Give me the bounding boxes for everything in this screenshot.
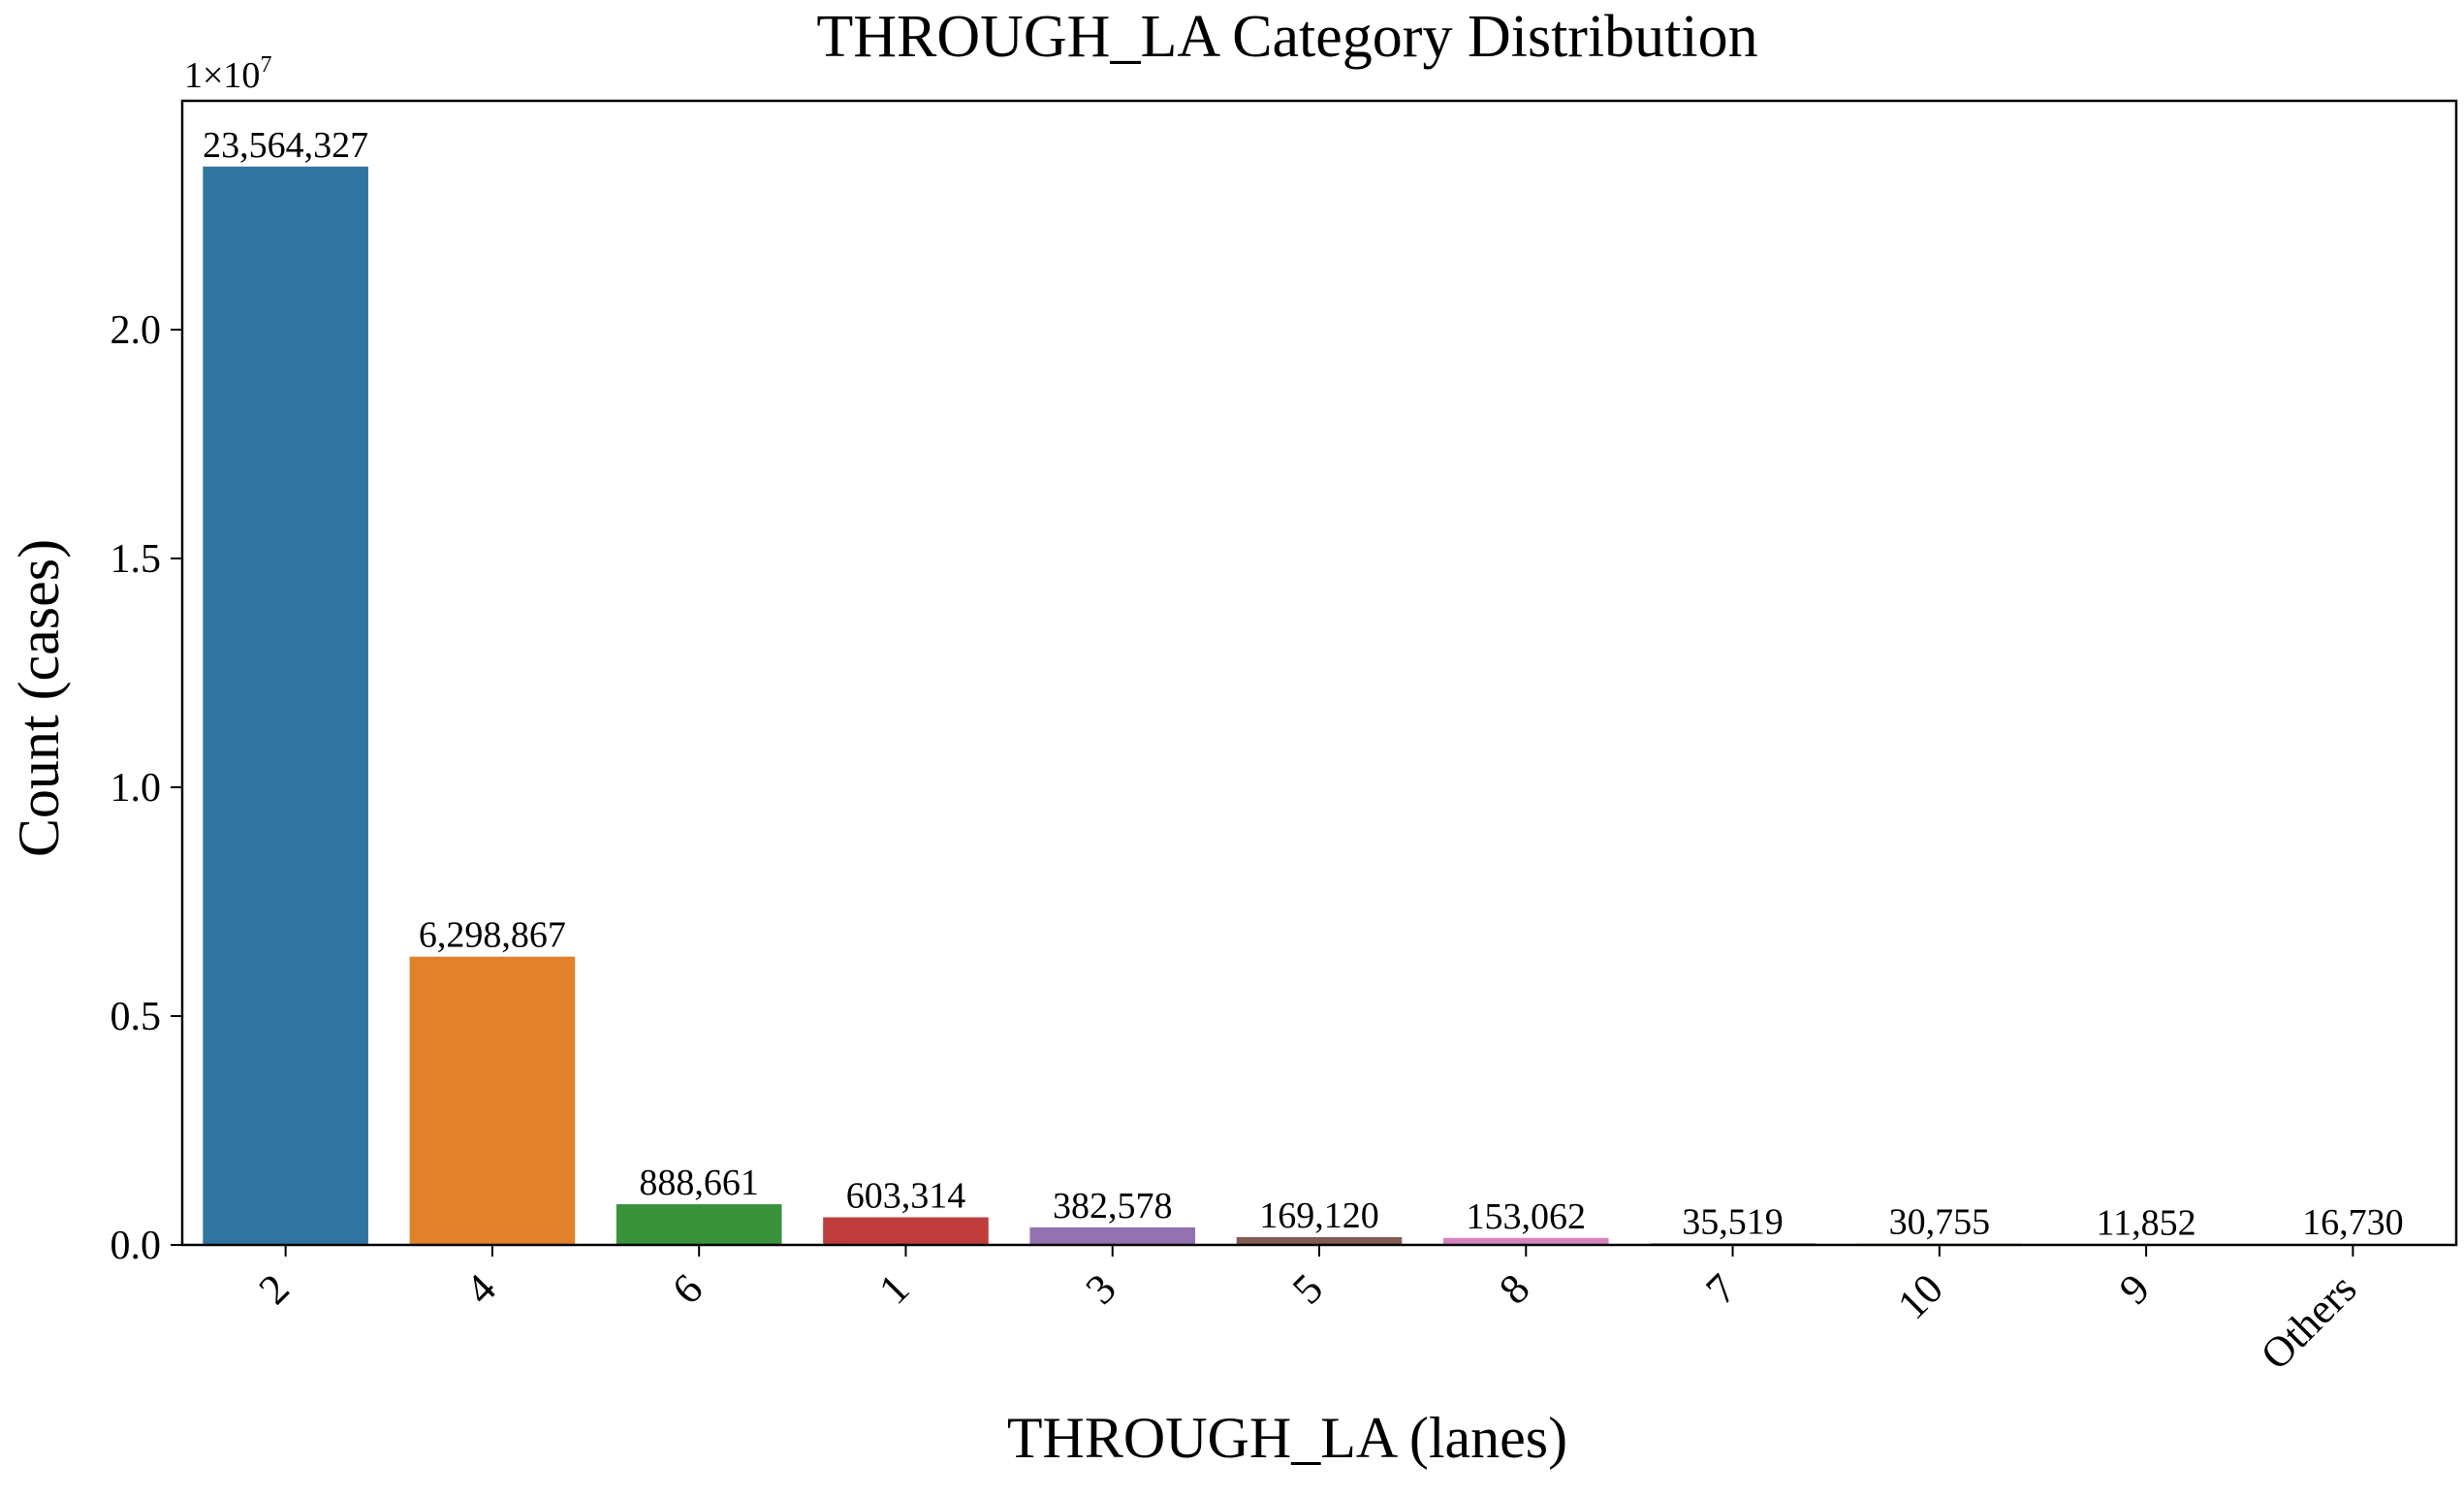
y-axis: 0.0 0.5 1.0 1.5 2.0 bbox=[111, 308, 182, 1268]
x-axis: 2 4 6 1 3 5 8 7 10 9 Others bbox=[250, 1245, 2366, 1379]
plot-frame bbox=[180, 99, 2458, 1247]
offset-base: 1×10 bbox=[184, 55, 260, 96]
value-label-9: 11,852 bbox=[2097, 1202, 2196, 1243]
value-label-4: 6,298,867 bbox=[419, 915, 566, 956]
value-label-3: 382,578 bbox=[1053, 1186, 1173, 1226]
x-tick-label: 6 bbox=[663, 1264, 711, 1313]
bar-2 bbox=[203, 166, 368, 1245]
value-labels-layer: 23,564,327 6,298,867 888,661 603,314 382,578… bbox=[203, 125, 2403, 1244]
x-tick-label: 10 bbox=[1888, 1264, 1952, 1328]
value-label-2: 23,564,327 bbox=[203, 125, 368, 166]
x-tick-label: 7 bbox=[1696, 1264, 1745, 1313]
bar-6 bbox=[616, 1204, 782, 1245]
bar-5 bbox=[1236, 1237, 1403, 1245]
bars-layer bbox=[203, 166, 2436, 1245]
x-tick-label: Others bbox=[2252, 1264, 2366, 1379]
value-label-1: 603,314 bbox=[846, 1176, 966, 1217]
value-label-Others: 16,730 bbox=[2302, 1202, 2404, 1243]
value-label-8: 153,062 bbox=[1467, 1196, 1587, 1237]
y-tick-label: 0.0 bbox=[111, 1224, 162, 1268]
value-label-7: 35,519 bbox=[1682, 1201, 1784, 1242]
value-label-5: 169,120 bbox=[1259, 1195, 1379, 1236]
x-tick-label: 1 bbox=[869, 1264, 918, 1313]
chart-title: THROUGH_LA Category Distribution bbox=[816, 4, 1757, 70]
bar-3 bbox=[1029, 1226, 1196, 1245]
offset-exponent: 7 bbox=[260, 52, 271, 78]
value-label-10: 30,755 bbox=[1889, 1202, 1991, 1243]
bar-8 bbox=[1442, 1237, 1609, 1245]
x-tick-label: 8 bbox=[1490, 1264, 1538, 1313]
x-tick-label: 3 bbox=[1077, 1264, 1125, 1313]
x-tick-label: 5 bbox=[1283, 1264, 1332, 1313]
x-tick-label: 9 bbox=[2110, 1264, 2159, 1313]
bar-1 bbox=[823, 1217, 989, 1245]
y-tick-label: 0.5 bbox=[111, 995, 162, 1039]
y-tick-label: 1.0 bbox=[111, 766, 162, 811]
y-tick-label: 2.0 bbox=[111, 308, 162, 353]
x-axis-title: THROUGH_LA (lanes) bbox=[1007, 1406, 1567, 1470]
y-tick-label: 1.5 bbox=[111, 537, 162, 582]
bar-4 bbox=[409, 956, 576, 1245]
x-tick-label: 2 bbox=[250, 1264, 299, 1313]
x-tick-label: 4 bbox=[457, 1264, 505, 1313]
value-label-6: 888,661 bbox=[639, 1163, 759, 1203]
y-axis-title: Count (cases) bbox=[7, 539, 71, 857]
y-axis-offset-label: 1×107 bbox=[184, 52, 271, 96]
